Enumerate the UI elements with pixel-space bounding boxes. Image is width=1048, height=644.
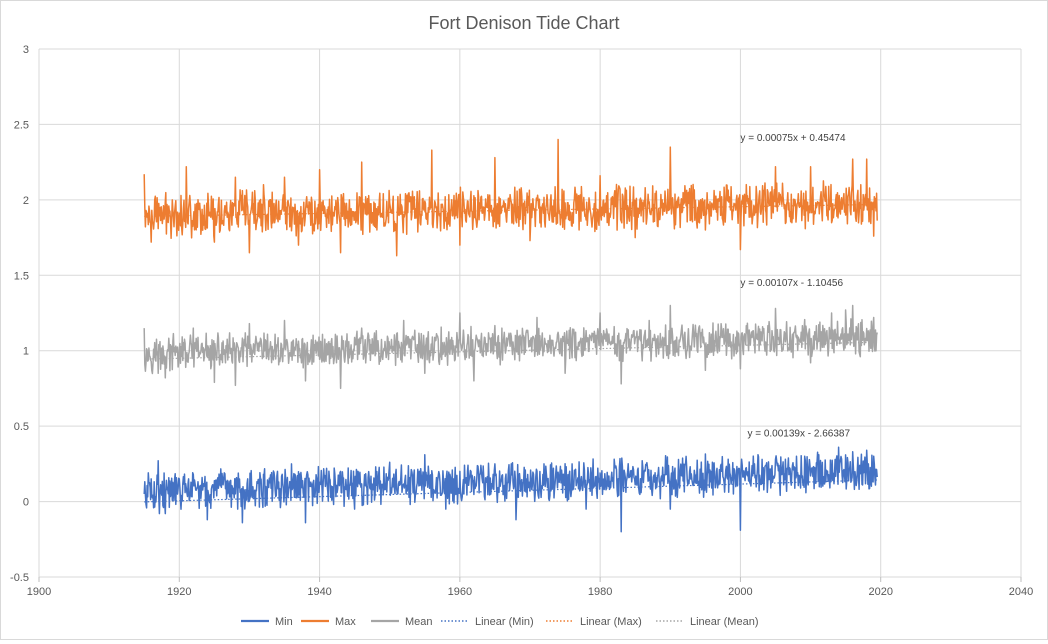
- y-tick-label: -0.5: [10, 572, 29, 584]
- x-tick-label: 1900: [27, 586, 51, 598]
- x-tick-label: 1920: [167, 586, 191, 598]
- trend-equation: y = 0.00107x - 1.10456: [740, 278, 843, 289]
- trendline-equations: y = 0.00075x + 0.45474 y = 0.00107x - 1.1…: [740, 133, 850, 440]
- series-lines: [143, 138, 878, 533]
- legend-label: Mean: [405, 616, 433, 628]
- x-tick-label: 1960: [448, 586, 472, 598]
- x-tick-label: 1940: [307, 586, 331, 598]
- y-axis-ticks: -0.5 0 0.5 1 1.5 2 2.5 3: [10, 44, 29, 584]
- legend-label: Linear (Min): [475, 616, 534, 628]
- x-tick-label: 1980: [588, 586, 612, 598]
- series-line-max: [143, 138, 878, 257]
- series-line-mean: [143, 304, 878, 390]
- legend-label: Min: [275, 616, 293, 628]
- y-tick-label: 0.5: [14, 421, 29, 433]
- trend-equation: y = 0.00075x + 0.45474: [740, 133, 846, 144]
- y-tick-label: 0: [23, 497, 29, 509]
- x-axis-ticks: 1900 1920 1940 1960 1980 2000 2020 2040: [27, 586, 1033, 598]
- y-tick-label: 3: [23, 44, 29, 56]
- y-tick-label: 1.5: [14, 270, 29, 282]
- trend-equation: y = 0.00139x - 2.66387: [747, 429, 850, 440]
- legend: Min Max Mean Linear (Min) Linear (Max) Linear…: [241, 616, 758, 628]
- y-tick-label: 1: [23, 346, 29, 358]
- legend-label: Linear (Mean): [690, 616, 758, 628]
- x-tick-label: 2020: [868, 586, 892, 598]
- y-tick-label: 2: [23, 195, 29, 207]
- legend-label: Linear (Max): [580, 616, 642, 628]
- x-tick-label: 2040: [1009, 586, 1033, 598]
- gridlines: [38, 48, 1022, 582]
- x-tick-label: 2000: [728, 586, 752, 598]
- chart-title: Fort Denison Tide Chart: [428, 13, 619, 33]
- series-line-min: [143, 446, 878, 533]
- legend-label: Max: [335, 616, 356, 628]
- y-tick-label: 2.5: [14, 119, 29, 131]
